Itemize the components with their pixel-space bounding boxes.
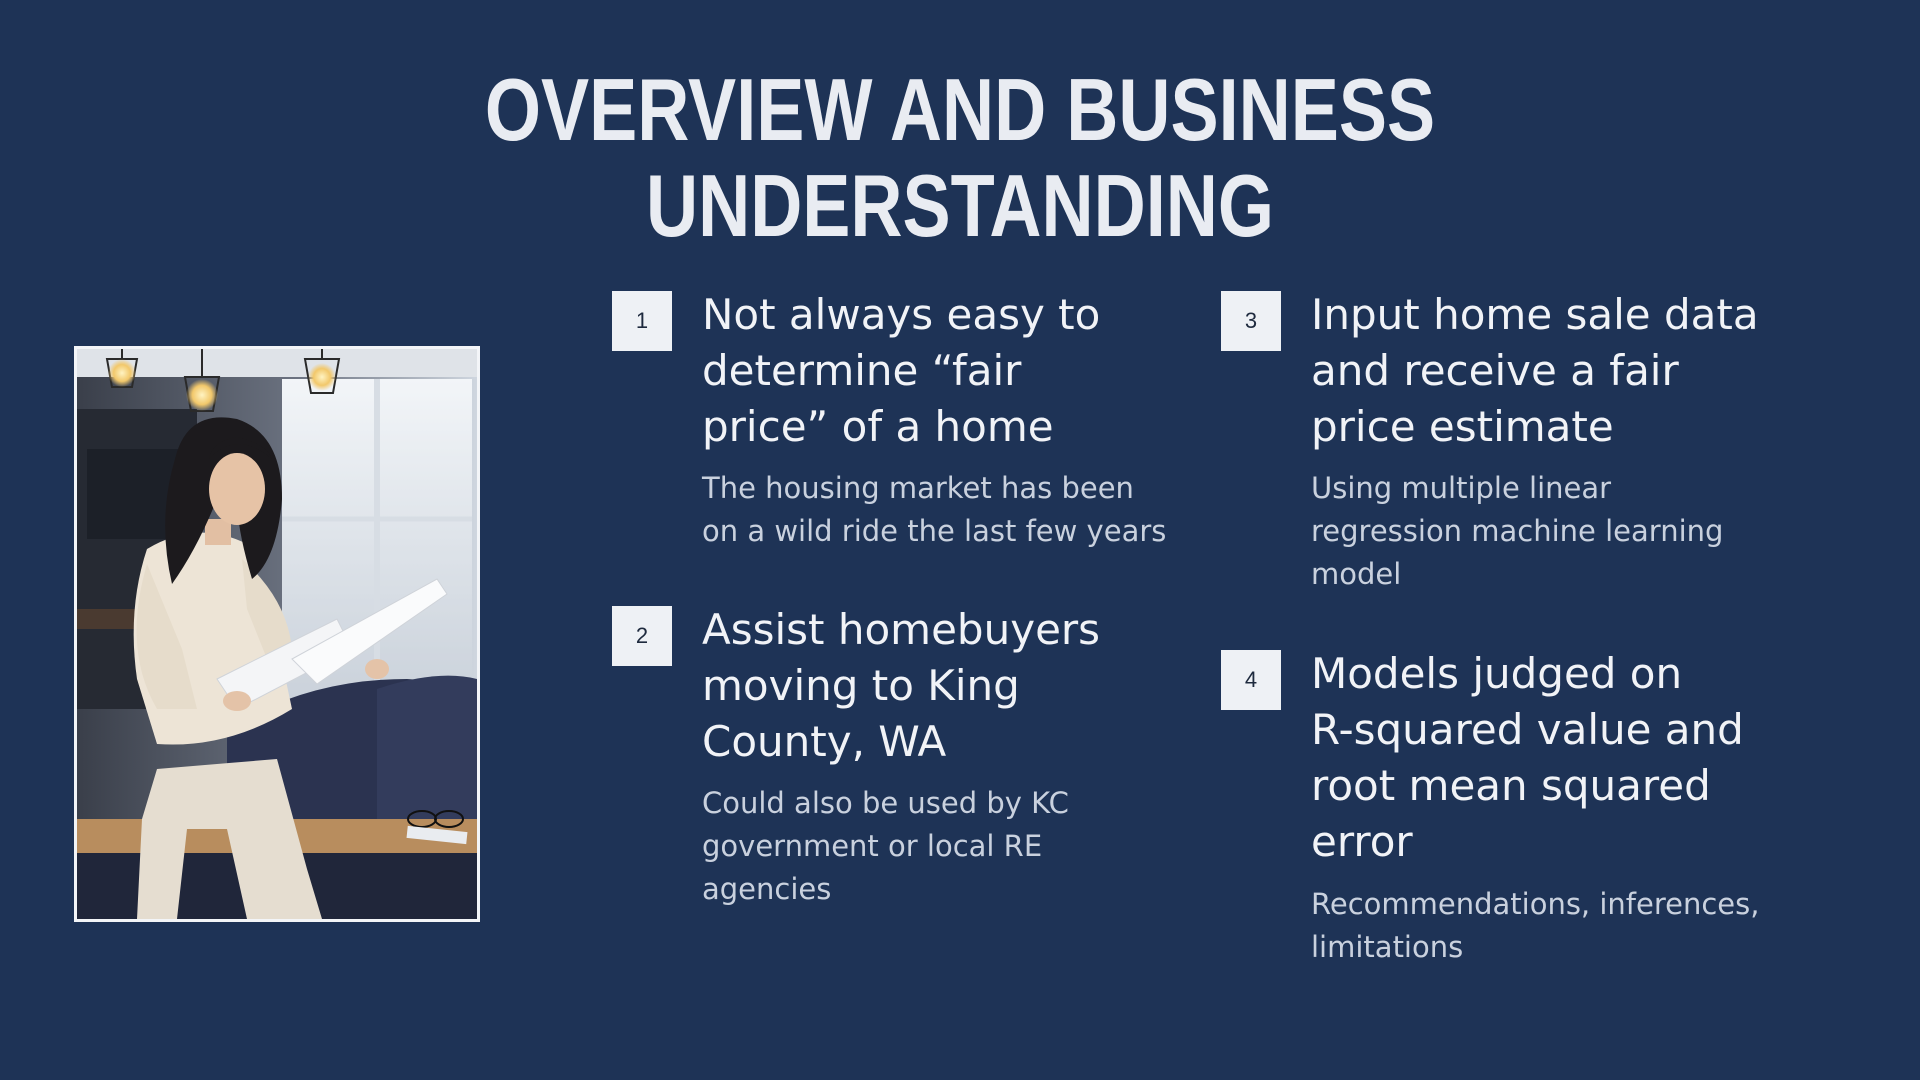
number-badge: 2 — [612, 606, 672, 666]
point-detail: Could also be used by KC government or l… — [702, 786, 1069, 906]
slide-title: OVERVIEW AND BUSINESS UNDERSTANDING — [484, 60, 1436, 255]
point-heading: Not always easy to determine “fair price… — [702, 290, 1101, 451]
point-detail: Using multiple linear regression machine… — [1311, 471, 1724, 591]
point-heading: Models judged on R-squared value and roo… — [1311, 649, 1744, 866]
hero-photo — [74, 346, 480, 922]
point-detail: Recommendations, inferences, limitations — [1311, 887, 1760, 964]
number-badge: 4 — [1221, 650, 1281, 710]
point-heading: Input home sale data and receive a fair … — [1311, 290, 1759, 451]
number-badge: 3 — [1221, 291, 1281, 351]
point-heading: Assist homebuyers moving to King County,… — [702, 605, 1101, 766]
number-badge: 1 — [612, 291, 672, 351]
point-detail: The housing market has been on a wild ri… — [702, 471, 1167, 548]
